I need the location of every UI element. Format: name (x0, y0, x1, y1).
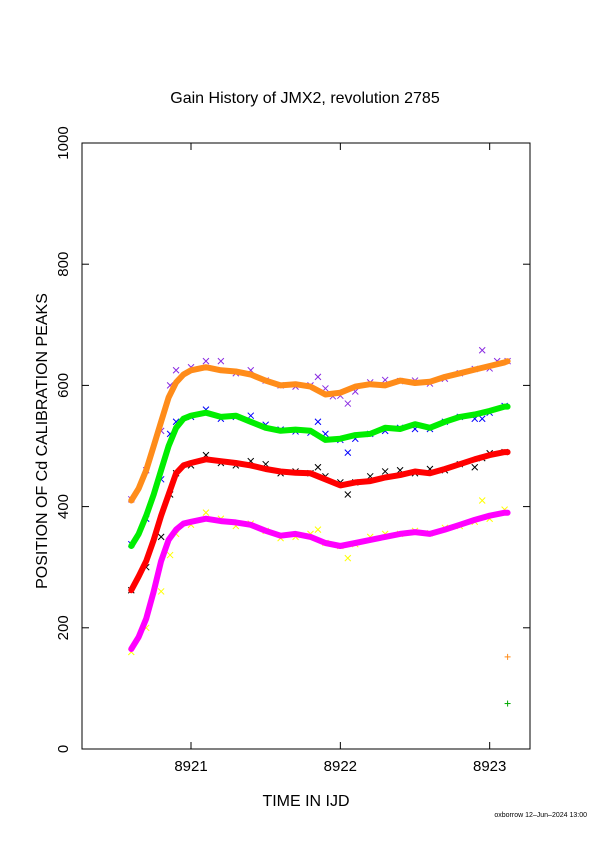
x-axis-label: TIME IN IJD (262, 793, 349, 810)
y-tick-label: 1000 (55, 126, 72, 159)
data-point (471, 463, 479, 471)
series-line-5 (128, 449, 511, 594)
x-tick-label: 8921 (174, 758, 207, 775)
chart-title: Gain History of JMX2, revolution 2785 (170, 90, 440, 107)
data-point (202, 357, 210, 365)
y-tick-label: 200 (55, 615, 72, 640)
y-axis-label: POSITION OF Cd CALIBRATION PEAKS (34, 293, 51, 589)
y-tick-label: 600 (55, 373, 72, 398)
x-tick-label: 8923 (473, 758, 506, 775)
axes: 0 200 400 600 800 1000 8921 8922 8923 (55, 126, 530, 775)
data-point (314, 373, 322, 381)
data-point (314, 526, 322, 533)
data-point (344, 554, 352, 562)
y-tick-label: 400 (55, 494, 72, 519)
series-line-7 (128, 509, 511, 652)
y-tick-label: 800 (55, 252, 72, 277)
data-point (172, 366, 180, 374)
data-point (314, 463, 322, 471)
data-point (166, 551, 174, 559)
data-point (157, 588, 165, 595)
series-line-1 (128, 358, 511, 504)
data-point (381, 468, 389, 475)
data-point (478, 497, 486, 504)
series-line-3 (128, 403, 511, 549)
data-point (344, 491, 352, 498)
data-point (217, 357, 225, 365)
x-tick-label: 8922 (324, 758, 357, 775)
plot-frame (81, 142, 531, 750)
footer-credit: oxborrow 12–Jun–2024 13:00 (494, 812, 587, 819)
data-point (344, 449, 352, 457)
data-point (202, 509, 210, 517)
data-point (344, 400, 352, 407)
data-point (478, 415, 486, 423)
y-tick-label: 0 (55, 745, 72, 753)
data-point (504, 653, 511, 660)
data-point (157, 533, 165, 541)
plot-layer (127, 346, 511, 707)
data-point (478, 346, 486, 354)
data-point (247, 412, 255, 420)
data-point (314, 418, 322, 426)
data-point (504, 700, 511, 707)
